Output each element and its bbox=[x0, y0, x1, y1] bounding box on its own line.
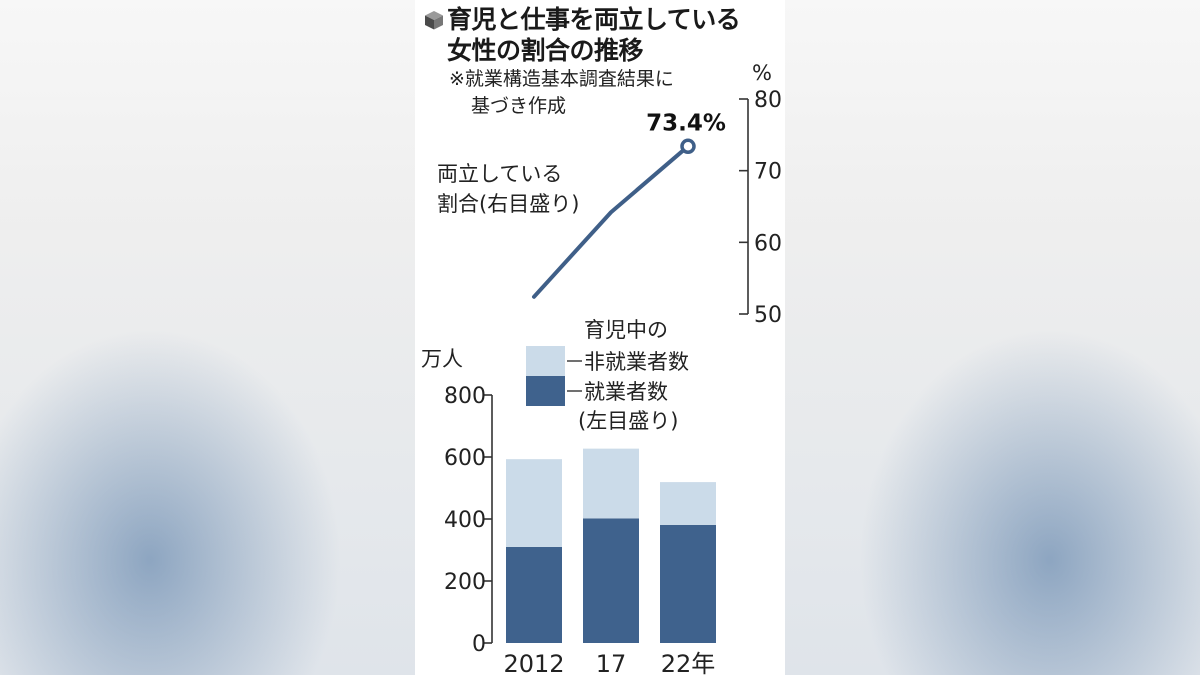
bar-non-employed-2 bbox=[660, 482, 716, 525]
legend-axis-note: (左目盛り) bbox=[578, 409, 678, 433]
bar-employed-0 bbox=[506, 546, 562, 643]
legend-label-non-employed: 非就業者数 bbox=[584, 350, 689, 374]
legend-heading: 育児中の bbox=[584, 318, 668, 342]
legend-swatch-non-employed bbox=[526, 346, 565, 376]
left-axis-tick-label-600: 600 bbox=[444, 446, 486, 471]
right-axis-unit: % bbox=[752, 61, 772, 85]
bar-non-employed-1 bbox=[583, 448, 639, 519]
cube-icon bbox=[425, 11, 443, 30]
chart-title-line2: 女性の割合の推移 bbox=[447, 36, 644, 65]
bar-employed-2 bbox=[660, 524, 716, 643]
x-axis-label-0: 2012 bbox=[503, 650, 564, 675]
bar-non-employed-0 bbox=[506, 459, 562, 547]
left-axis-unit: 万人 bbox=[421, 347, 463, 371]
bar-employed-1 bbox=[583, 518, 639, 643]
x-axis-label-2: 22年 bbox=[661, 650, 716, 675]
right-axis-tick-label-70: 70 bbox=[754, 160, 782, 185]
right-axis-tick-label-50: 50 bbox=[754, 303, 782, 328]
line-series-label-line2: 割合(右目盛り) bbox=[437, 192, 580, 216]
left-axis-tick-label-0: 0 bbox=[472, 632, 486, 657]
source-note-line2: 基づき作成 bbox=[471, 95, 567, 117]
source-note-line1: ※就業構造基本調査結果に bbox=[449, 68, 674, 90]
legend-swatch-employed bbox=[526, 376, 565, 406]
left-axis-tick-label-800: 800 bbox=[444, 384, 486, 409]
left-axis-tick-label-400: 400 bbox=[444, 508, 486, 533]
line-end-marker bbox=[680, 138, 696, 155]
line-series-label-line1: 両立している bbox=[437, 162, 563, 186]
line-end-value-label: 73.4% bbox=[646, 110, 726, 136]
line-series-path bbox=[532, 144, 690, 299]
x-axis-label-1: 17 bbox=[596, 650, 627, 675]
legend-label-employed: 就業者数 bbox=[584, 380, 668, 404]
right-axis-tick-label-60: 60 bbox=[754, 231, 782, 256]
right-axis-tick-label-80: 80 bbox=[754, 88, 782, 113]
left-axis-tick-label-200: 200 bbox=[444, 570, 486, 595]
chart-title-line1: 育児と仕事を両立している bbox=[447, 5, 741, 34]
